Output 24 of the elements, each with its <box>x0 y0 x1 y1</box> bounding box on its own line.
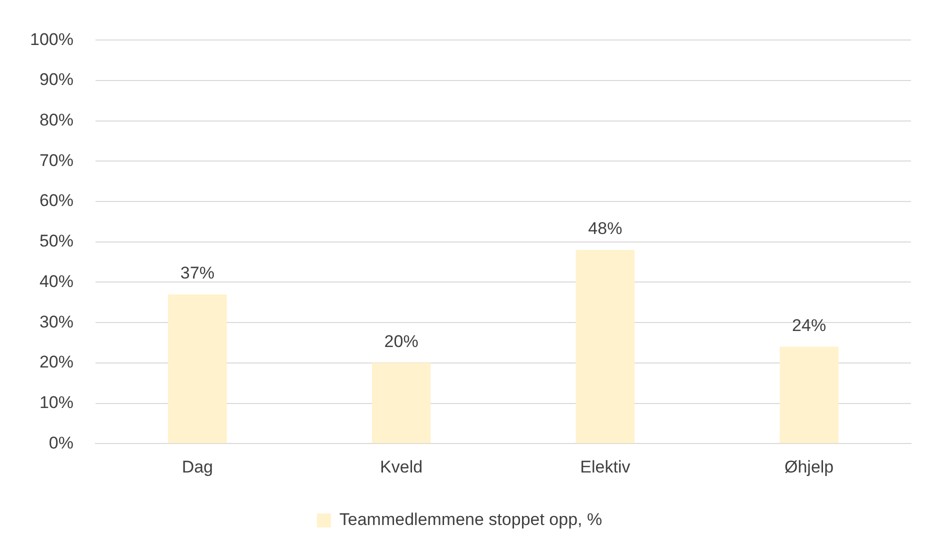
y-tick-label: 50% <box>39 232 74 251</box>
x-tick-label: Elektiv <box>580 457 631 476</box>
x-tick-label: Øhjelp <box>784 457 834 476</box>
bar <box>372 362 431 444</box>
data-label: 20% <box>384 332 418 352</box>
x-tick-label: Kveld <box>380 457 423 476</box>
legend-label: Teammedlemmene stoppet opp, % <box>339 510 602 530</box>
y-tick-label: 30% <box>39 312 74 332</box>
y-tick-label: 90% <box>39 70 74 90</box>
data-label: 24% <box>792 316 826 335</box>
y-tick-label: 100% <box>30 30 74 49</box>
bar <box>780 346 838 444</box>
x-tick-label: Dag <box>182 457 214 476</box>
bar <box>576 250 635 444</box>
y-tick-label: 0% <box>48 433 74 452</box>
y-tick-label: 80% <box>39 110 74 130</box>
data-label: 48% <box>588 219 622 238</box>
data-label: 37% <box>180 264 214 283</box>
y-tick-label: 60% <box>39 191 74 210</box>
y-tick-label: 10% <box>39 392 74 412</box>
bar <box>168 294 227 444</box>
y-tick-label: 70% <box>39 150 74 170</box>
y-tick-label: 20% <box>39 352 74 372</box>
y-tick-label: 40% <box>39 272 74 291</box>
